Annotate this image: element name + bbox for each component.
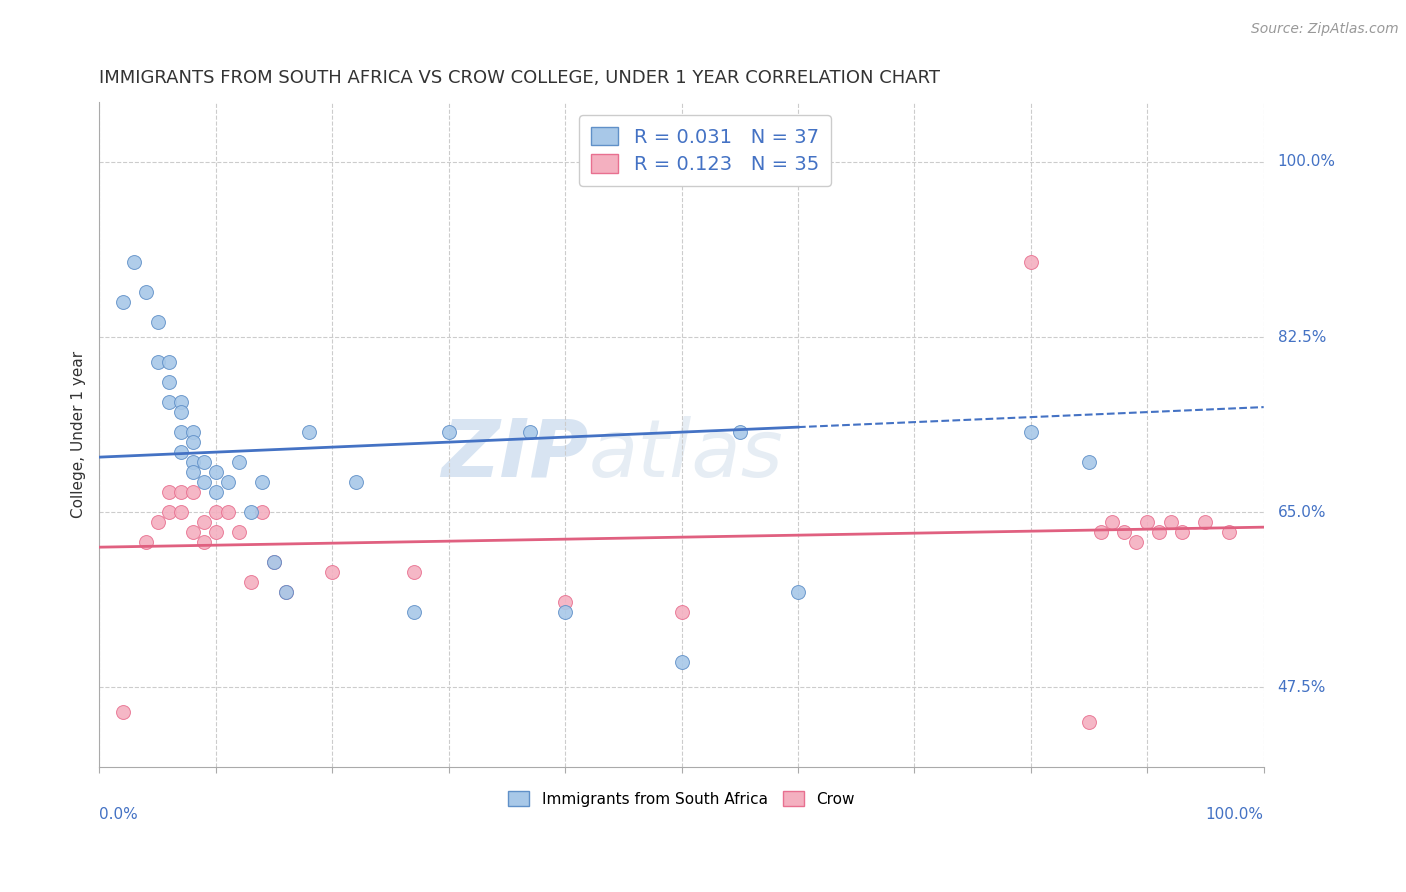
Point — [193, 535, 215, 549]
Point — [274, 585, 297, 599]
Point — [170, 445, 193, 459]
Point — [402, 605, 425, 619]
Point — [1101, 515, 1123, 529]
Point — [1194, 515, 1216, 529]
Point — [1019, 425, 1042, 439]
Point — [146, 355, 169, 369]
Point — [1125, 535, 1147, 549]
Point — [205, 525, 228, 540]
Point — [1019, 255, 1042, 269]
Point — [252, 475, 274, 490]
Legend: Immigrants from South Africa, Crow: Immigrants from South Africa, Crow — [502, 785, 860, 813]
Point — [1112, 525, 1135, 540]
Point — [239, 575, 262, 590]
Point — [1160, 515, 1182, 529]
Point — [193, 515, 215, 529]
Point — [728, 425, 751, 439]
Point — [157, 355, 180, 369]
Text: Source: ZipAtlas.com: Source: ZipAtlas.com — [1251, 22, 1399, 37]
Point — [1078, 715, 1101, 730]
Point — [157, 395, 180, 409]
Point — [111, 295, 134, 310]
Point — [170, 405, 193, 419]
Point — [402, 565, 425, 579]
Point — [252, 505, 274, 519]
Point — [298, 425, 321, 439]
Point — [217, 475, 239, 490]
Point — [671, 605, 693, 619]
Point — [135, 285, 157, 299]
Point — [181, 485, 204, 500]
Point — [519, 425, 541, 439]
Point — [170, 395, 193, 409]
Text: ZIP: ZIP — [441, 416, 589, 493]
Point — [554, 605, 576, 619]
Point — [228, 525, 250, 540]
Point — [181, 465, 204, 479]
Point — [193, 475, 215, 490]
Point — [321, 565, 343, 579]
Point — [181, 425, 204, 439]
Point — [263, 555, 285, 569]
Point — [554, 595, 576, 609]
Point — [157, 505, 180, 519]
Point — [1078, 455, 1101, 469]
Point — [437, 425, 460, 439]
Point — [1136, 515, 1159, 529]
Text: 100.0%: 100.0% — [1206, 807, 1264, 822]
Point — [170, 425, 193, 439]
Point — [344, 475, 367, 490]
Text: 100.0%: 100.0% — [1278, 154, 1336, 169]
Point — [205, 465, 228, 479]
Point — [181, 525, 204, 540]
Point — [146, 515, 169, 529]
Point — [205, 505, 228, 519]
Text: 82.5%: 82.5% — [1278, 329, 1326, 344]
Point — [181, 455, 204, 469]
Point — [671, 655, 693, 669]
Point — [239, 505, 262, 519]
Text: 0.0%: 0.0% — [100, 807, 138, 822]
Point — [181, 435, 204, 450]
Point — [193, 455, 215, 469]
Text: 47.5%: 47.5% — [1278, 680, 1326, 695]
Point — [135, 535, 157, 549]
Text: 65.0%: 65.0% — [1278, 505, 1326, 520]
Point — [146, 315, 169, 329]
Text: IMMIGRANTS FROM SOUTH AFRICA VS CROW COLLEGE, UNDER 1 YEAR CORRELATION CHART: IMMIGRANTS FROM SOUTH AFRICA VS CROW COL… — [100, 69, 941, 87]
Point — [170, 485, 193, 500]
Point — [111, 705, 134, 719]
Y-axis label: College, Under 1 year: College, Under 1 year — [72, 351, 86, 518]
Point — [157, 485, 180, 500]
Point — [228, 455, 250, 469]
Point — [787, 585, 810, 599]
Point — [205, 485, 228, 500]
Point — [157, 375, 180, 389]
Text: atlas: atlas — [589, 416, 783, 493]
Point — [124, 255, 146, 269]
Point — [170, 505, 193, 519]
Point — [1171, 525, 1194, 540]
Point — [263, 555, 285, 569]
Point — [274, 585, 297, 599]
Point — [1090, 525, 1112, 540]
Point — [1147, 525, 1170, 540]
Point — [1218, 525, 1240, 540]
Point — [217, 505, 239, 519]
